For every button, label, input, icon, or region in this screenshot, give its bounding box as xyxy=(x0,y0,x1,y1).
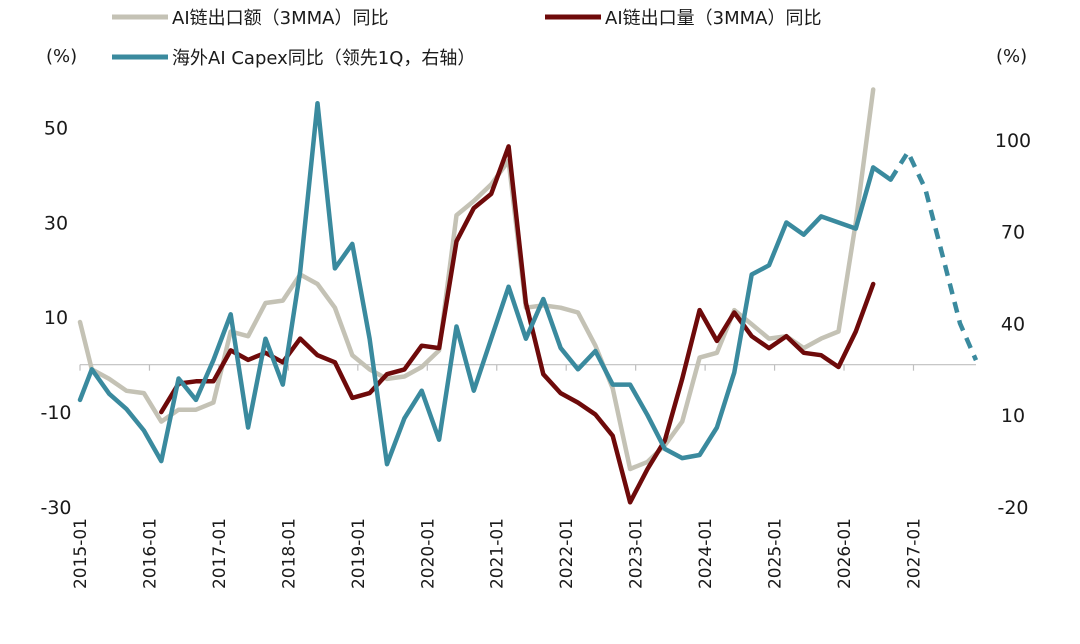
right-tick-label: 70 xyxy=(1001,222,1025,244)
legend-item-export-value: AI链出口额（3MMA）同比 xyxy=(112,8,388,29)
x-tick-label: 2023-01 xyxy=(627,518,647,589)
legend-label-capex: 海外AI Capex同比（领先1Q，右轴） xyxy=(172,48,475,69)
left-tick-label: -10 xyxy=(40,402,71,424)
x-tick-label: 2018-01 xyxy=(279,518,299,589)
x-tick-label: 2025-01 xyxy=(766,518,786,589)
legend-item-capex: 海外AI Capex同比（领先1Q，右轴） xyxy=(112,48,475,69)
legend: AI链出口额（3MMA）同比 AI链出口量（3MMA）同比 海外AI Capex… xyxy=(112,8,821,69)
right-tick-label: 100 xyxy=(995,130,1031,152)
x-tick-label: 2027-01 xyxy=(904,518,924,589)
left-tick-label: 30 xyxy=(44,212,68,234)
left-axis-ticks: 50 30 10 -10 -30 xyxy=(40,117,71,519)
series-forecast-line-capex xyxy=(888,149,979,362)
left-tick-label: 10 xyxy=(44,307,68,329)
legend-label-export-value: AI链出口额（3MMA）同比 xyxy=(172,8,388,29)
x-tick-label: 2015-01 xyxy=(71,518,91,589)
series-line-export-value xyxy=(77,87,876,472)
right-tick-label: 10 xyxy=(1001,405,1025,427)
legend-item-export-volume: AI链出口量（3MMA）同比 xyxy=(545,8,821,29)
x-tick-label: 2022-01 xyxy=(557,518,577,589)
series-line-capex xyxy=(77,100,893,467)
x-tick-label: 2026-01 xyxy=(835,518,855,589)
left-tick-label: 50 xyxy=(44,117,68,139)
x-tick-label: 2020-01 xyxy=(418,518,438,589)
x-tick-label: 2021-01 xyxy=(488,518,508,589)
series-layer xyxy=(77,87,979,505)
x-tick-label: 2016-01 xyxy=(140,518,160,589)
right-tick-label: -20 xyxy=(997,497,1028,519)
left-tick-label: -30 xyxy=(40,497,71,519)
x-axis: 2015-01 2016-01 2017-01 2018-01 2019-01 2020-… xyxy=(71,364,976,589)
left-axis-unit: (%) xyxy=(46,46,77,67)
series-line-export-volume xyxy=(159,144,876,505)
right-axis-unit: (%) xyxy=(996,46,1027,67)
x-tick-label: 2017-01 xyxy=(210,518,230,589)
right-tick-label: 40 xyxy=(1001,313,1025,335)
right-axis-ticks: 100 70 40 10 -20 xyxy=(995,130,1031,519)
x-tick-label: 2019-01 xyxy=(349,518,369,589)
legend-label-export-volume: AI链出口量（3MMA）同比 xyxy=(605,8,821,29)
x-tick-label: 2024-01 xyxy=(696,518,716,589)
